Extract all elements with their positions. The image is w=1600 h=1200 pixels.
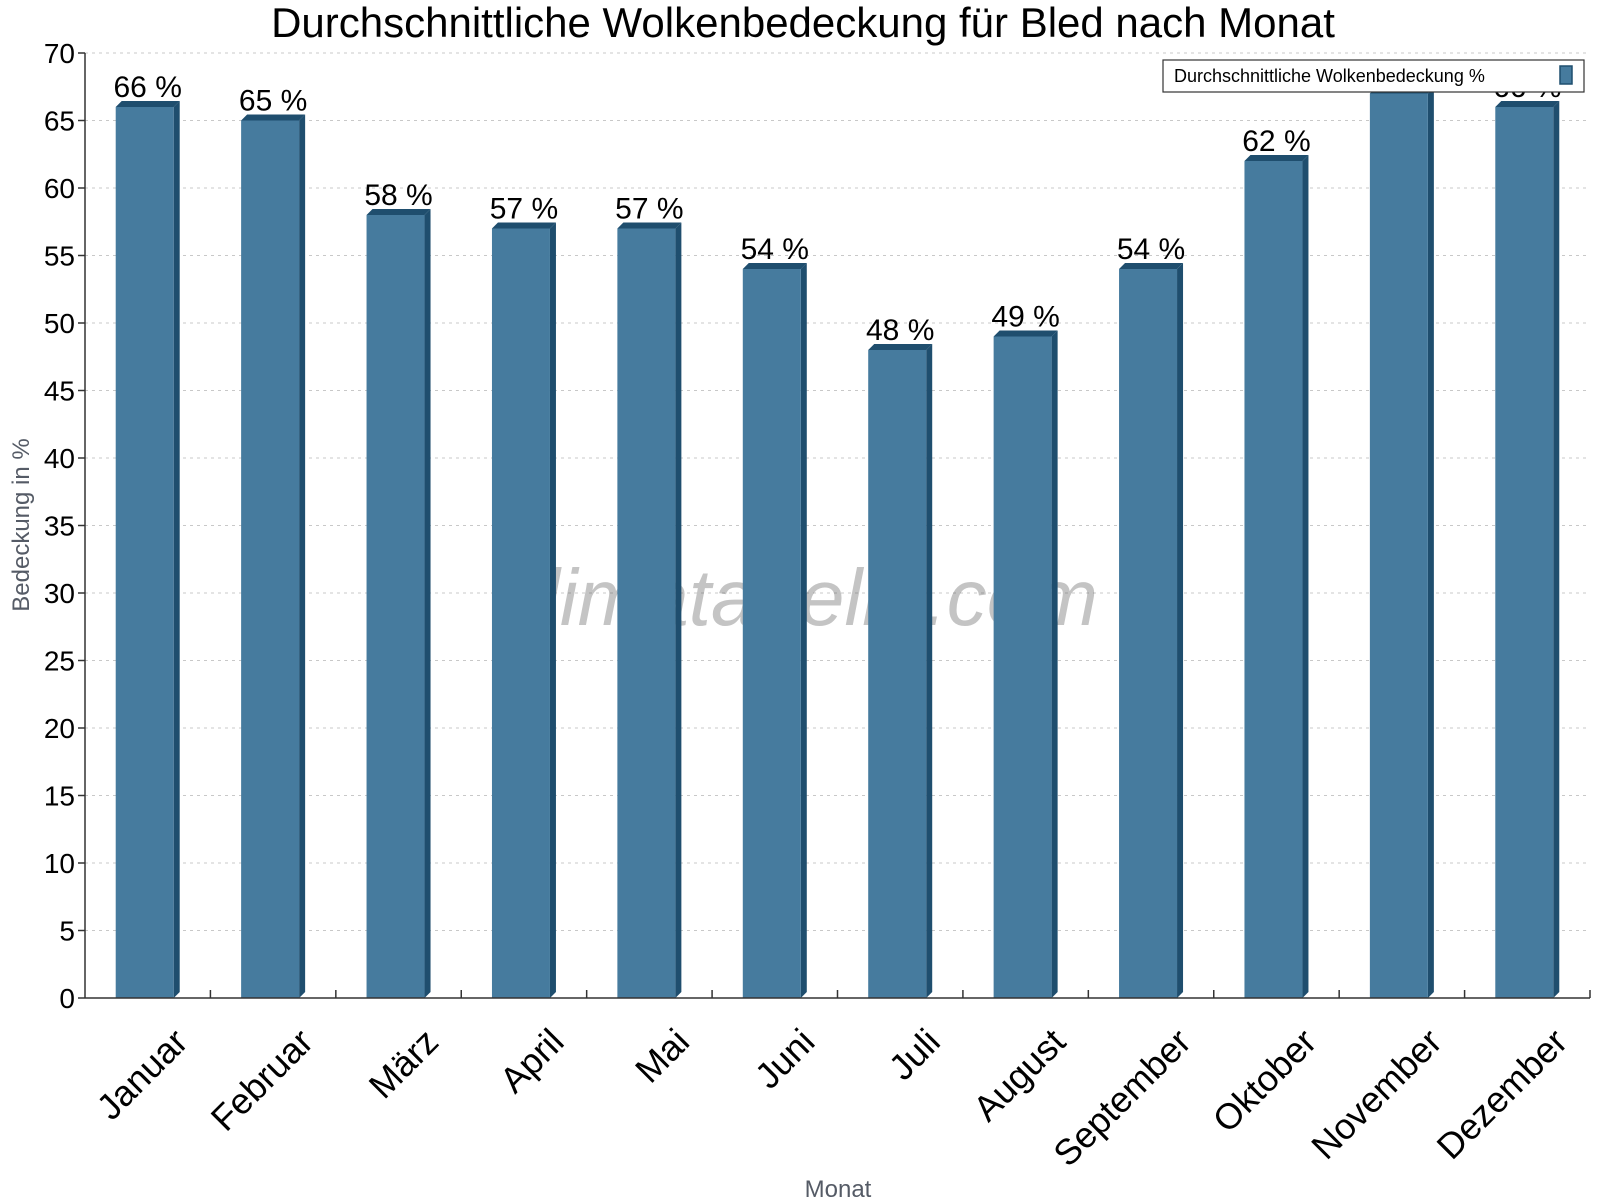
bar-top — [617, 222, 682, 229]
bar — [1244, 161, 1303, 998]
x-tick-label: Juni — [747, 1021, 823, 1097]
y-tick-label: 55 — [44, 241, 75, 272]
bar-value-label: 48 % — [866, 314, 934, 347]
bar — [1119, 269, 1178, 998]
x-tick-label: Mai — [627, 1021, 697, 1091]
bar-group: 54 % — [1117, 233, 1185, 998]
bar-top — [241, 114, 306, 121]
y-tick-label: 45 — [44, 376, 75, 407]
bar-top — [366, 209, 431, 215]
legend-box — [1162, 59, 1585, 93]
bar-group: 67 % — [1368, 58, 1436, 998]
x-tick-label: Dezember — [1429, 1021, 1575, 1167]
x-tick-label: Juli — [881, 1021, 948, 1088]
bar-top — [742, 263, 807, 269]
bar-top — [115, 101, 180, 107]
x-axis-ticks: Januar Februar März April Mai Juni Juli AugustS… — [89, 990, 1591, 1175]
bar — [1369, 93, 1428, 998]
x-tick-label: August — [965, 1021, 1073, 1129]
y-axis-title: Bedeckung in % — [8, 438, 35, 611]
bar — [868, 350, 927, 998]
bar-top — [1495, 101, 1560, 107]
y-tick-label: 35 — [44, 511, 75, 542]
bar — [115, 107, 174, 998]
legend-label: Durchschnittliche Wolkenbedeckung % — [1174, 66, 1485, 86]
bar-group: 48 % — [866, 314, 934, 998]
bar-side — [299, 114, 306, 998]
y-tick-label: 20 — [44, 713, 75, 744]
bar-value-label: 54 % — [741, 233, 809, 266]
bar — [1495, 107, 1554, 998]
bar-group: 49 % — [991, 301, 1060, 998]
bar — [993, 336, 1052, 998]
bar-side — [926, 344, 933, 998]
bar-top — [1244, 155, 1309, 161]
bar-side — [1553, 101, 1560, 998]
bar-side — [549, 222, 556, 998]
bar-side — [1427, 87, 1434, 998]
bar-value-label: 66 % — [114, 71, 182, 104]
bar-group: 66 % — [114, 71, 182, 998]
y-tick-label: 40 — [44, 443, 75, 474]
bar-side — [1177, 263, 1184, 998]
bar-group: 58 % — [364, 179, 433, 998]
x-axis-title: Monat — [805, 1176, 872, 1200]
chart-title: Durchschnittliche Wolkenbedeckung für Bl… — [271, 0, 1335, 46]
bar-value-label: 65 % — [239, 85, 307, 118]
bar-top — [993, 330, 1058, 337]
bar-group: 65 % — [239, 85, 307, 998]
bars: 66 % 65 % 58 % 57 % 57 % 54 % 48 % 49 % 54 % 62 %… — [114, 58, 1561, 998]
x-tick-label: September — [1045, 1021, 1199, 1175]
bar-top — [1119, 263, 1184, 269]
bar-side — [1302, 155, 1309, 998]
bar — [366, 215, 425, 998]
y-tick-label: 25 — [44, 646, 75, 677]
bar-value-label: 58 % — [364, 179, 432, 212]
bar-side — [424, 209, 431, 998]
x-tick-label: März — [361, 1021, 447, 1107]
y-tick-label: 65 — [44, 106, 75, 137]
bar-value-label: 57 % — [490, 193, 558, 226]
x-tick-label: Januar — [89, 1021, 196, 1128]
bar — [241, 120, 300, 998]
bar-value-label: 54 % — [1117, 233, 1185, 266]
legend-swatch — [1559, 65, 1573, 85]
y-axis-ticks: 0 5 10 15 20 25 30 35 40 45 50 55 60 65 70 — [44, 38, 85, 1014]
bar-side — [173, 101, 180, 998]
bar-value-label: 62 % — [1242, 125, 1310, 158]
bar-top — [491, 222, 556, 229]
bar-group: 57 % — [615, 193, 684, 998]
bar-group: 66 % — [1493, 71, 1561, 998]
bar-side — [800, 263, 807, 998]
bar-side — [1051, 330, 1058, 998]
bar-top — [868, 344, 933, 350]
bar-value-label: 49 % — [991, 301, 1059, 334]
x-tick-label: November — [1303, 1021, 1449, 1167]
y-tick-label: 0 — [59, 983, 75, 1014]
bar — [617, 228, 676, 998]
x-tick-label: Oktober — [1205, 1021, 1325, 1141]
y-tick-label: 70 — [44, 38, 75, 69]
gridlines — [85, 52, 1590, 931]
y-tick-label: 10 — [44, 848, 75, 879]
bar-group: 57 % — [490, 193, 558, 998]
y-tick-label: 5 — [59, 916, 75, 947]
legend: Durchschnittliche Wolkenbedeckung % — [1162, 59, 1585, 93]
y-tick-label: 50 — [44, 308, 75, 339]
bar-group: 62 % — [1242, 125, 1311, 998]
bar-group: 54 % — [741, 233, 809, 998]
bar-value-label: 57 % — [615, 193, 683, 226]
bar — [491, 228, 550, 998]
bar-side — [675, 222, 682, 998]
y-tick-label: 60 — [44, 173, 75, 204]
y-tick-label: 30 — [44, 578, 75, 609]
bar — [742, 269, 801, 998]
y-tick-label: 15 — [44, 781, 75, 812]
x-tick-label: Februar — [203, 1021, 321, 1139]
x-tick-label: April — [492, 1021, 572, 1101]
